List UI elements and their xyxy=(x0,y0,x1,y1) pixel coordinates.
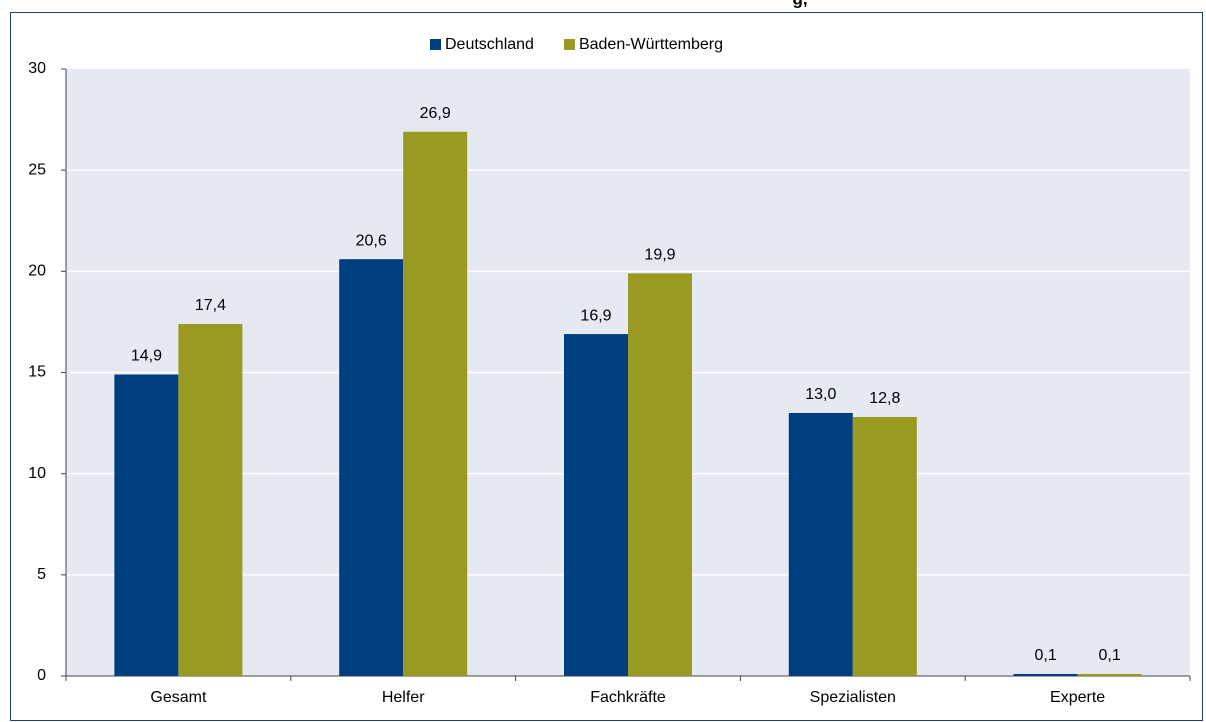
x-tick-label: Spezialisten xyxy=(810,689,896,706)
y-tick-label: 30 xyxy=(28,60,46,77)
value-label: 19,9 xyxy=(644,247,675,264)
bar xyxy=(788,412,853,676)
value-label: 20,6 xyxy=(356,232,387,249)
y-tick-label: 15 xyxy=(28,364,46,381)
y-tick-label: 10 xyxy=(28,465,46,482)
chart-title: g, xyxy=(792,0,807,8)
y-tick-label: 5 xyxy=(37,566,46,583)
value-label: 0,1 xyxy=(1098,647,1120,664)
bar xyxy=(178,323,243,676)
legend-swatch xyxy=(563,39,575,50)
x-tick-label: Fachkräfte xyxy=(590,689,666,706)
bar xyxy=(339,259,404,676)
value-label: 14,9 xyxy=(131,348,162,365)
y-tick-label: 20 xyxy=(28,263,46,280)
x-tick-label: Helfer xyxy=(382,689,425,706)
value-label: 12,8 xyxy=(869,390,900,407)
value-label: 0,1 xyxy=(1034,647,1056,664)
value-label: 13,0 xyxy=(805,386,836,403)
y-tick-label: 0 xyxy=(37,667,46,684)
bar xyxy=(628,273,692,676)
value-label: 26,9 xyxy=(420,105,451,122)
legend-label: Deutschland xyxy=(445,36,534,53)
value-label: 16,9 xyxy=(580,307,611,324)
bar xyxy=(1077,673,1142,676)
x-tick-label: Experte xyxy=(1050,689,1105,706)
bar xyxy=(564,334,628,676)
value-label: 17,4 xyxy=(195,297,226,314)
bar xyxy=(1013,673,1078,676)
bar xyxy=(403,131,468,676)
legend-swatch xyxy=(430,39,441,50)
x-tick-label: Gesamt xyxy=(150,689,207,706)
legend-label: Baden-Württemberg xyxy=(579,36,723,53)
bar xyxy=(114,374,179,676)
bar xyxy=(852,417,917,676)
y-tick-label: 25 xyxy=(28,161,46,178)
